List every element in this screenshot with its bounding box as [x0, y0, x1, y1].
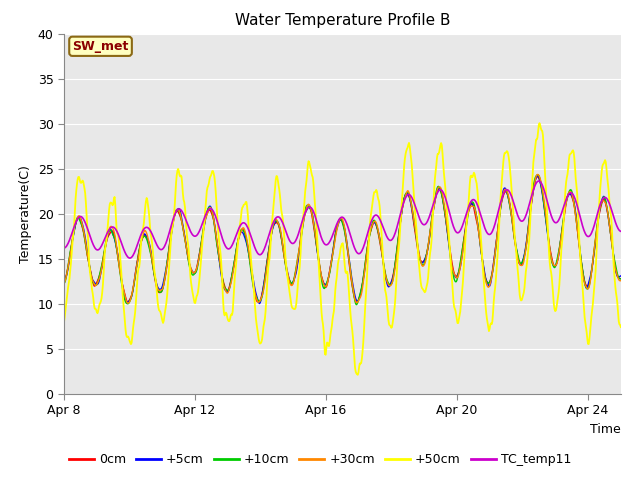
Line: +50cm: +50cm — [64, 123, 621, 375]
+50cm — [135, 264, 143, 270]
Line: 0cm: 0cm — [64, 177, 621, 302]
+50cm — [396, 226, 404, 232]
+10cm — [173, 208, 180, 214]
+50cm — [348, 328, 356, 334]
0cm — [173, 208, 180, 214]
+5cm — [396, 221, 404, 227]
0cm — [353, 299, 361, 305]
Line: +5cm: +5cm — [64, 176, 621, 303]
+5cm — [349, 283, 357, 288]
Line: TC_temp11: TC_temp11 — [64, 181, 621, 258]
+5cm — [486, 282, 494, 288]
+30cm — [486, 281, 494, 287]
TC_temp11 — [124, 254, 131, 260]
+5cm — [135, 250, 143, 255]
0cm — [534, 174, 541, 180]
Y-axis label: Temperature(C): Temperature(C) — [19, 165, 32, 263]
+5cm — [617, 273, 625, 279]
+50cm — [173, 172, 180, 178]
+10cm — [60, 281, 68, 287]
+50cm — [486, 322, 494, 327]
+50cm — [617, 324, 625, 330]
+30cm — [534, 171, 541, 177]
TC_temp11 — [617, 228, 625, 234]
TC_temp11 — [136, 235, 143, 240]
0cm — [124, 299, 131, 305]
+30cm — [173, 206, 181, 212]
Title: Water Temperature Profile B: Water Temperature Profile B — [235, 13, 450, 28]
TC_temp11 — [535, 178, 543, 184]
Line: +30cm: +30cm — [64, 174, 621, 303]
TC_temp11 — [486, 231, 494, 237]
+5cm — [534, 173, 541, 179]
+5cm — [124, 300, 131, 305]
+50cm — [354, 372, 362, 378]
+30cm — [396, 221, 404, 227]
0cm — [486, 277, 494, 283]
+10cm — [135, 248, 143, 253]
+30cm — [60, 280, 68, 286]
TC_temp11 — [173, 207, 181, 213]
+30cm — [617, 278, 625, 284]
TC_temp11 — [125, 255, 133, 261]
+10cm — [124, 301, 131, 307]
0cm — [60, 277, 68, 283]
+50cm — [124, 334, 131, 339]
0cm — [617, 276, 625, 282]
0cm — [396, 221, 404, 227]
Legend: 0cm, +5cm, +10cm, +30cm, +50cm, TC_temp11: 0cm, +5cm, +10cm, +30cm, +50cm, TC_temp1… — [64, 448, 576, 471]
0cm — [348, 284, 356, 289]
TC_temp11 — [349, 241, 357, 247]
+50cm — [536, 120, 543, 126]
+10cm — [396, 220, 404, 226]
TC_temp11 — [396, 212, 404, 218]
+30cm — [124, 300, 131, 306]
0cm — [135, 247, 143, 253]
+10cm — [534, 172, 541, 178]
+10cm — [486, 277, 494, 283]
+5cm — [60, 277, 68, 283]
+10cm — [353, 302, 360, 308]
+30cm — [349, 286, 357, 291]
TC_temp11 — [60, 245, 68, 251]
+10cm — [348, 282, 356, 288]
+5cm — [173, 207, 180, 213]
Line: +10cm: +10cm — [64, 175, 621, 305]
+5cm — [255, 300, 263, 306]
Text: SW_met: SW_met — [72, 40, 129, 53]
+50cm — [60, 319, 68, 325]
+10cm — [617, 276, 625, 282]
+30cm — [136, 246, 143, 252]
+30cm — [124, 300, 132, 306]
X-axis label: Time: Time — [590, 422, 621, 435]
